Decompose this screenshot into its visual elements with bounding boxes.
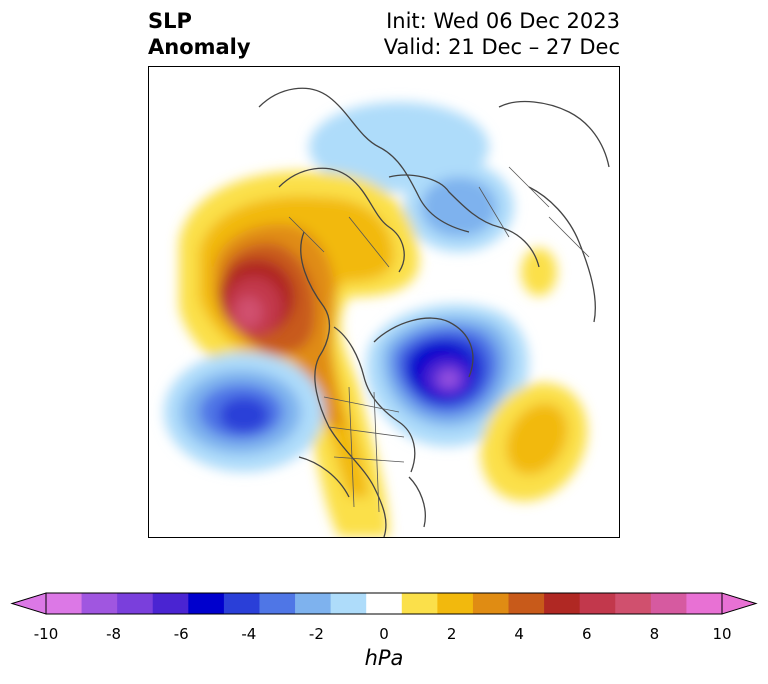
colorbar-segment	[401, 593, 438, 614]
colorbar-segment	[81, 593, 118, 614]
map-canvas	[164, 87, 610, 537]
slp-anomaly-map	[148, 66, 620, 538]
colorbar-tick-label: 4	[514, 625, 524, 643]
colorbar-segment	[188, 593, 225, 614]
forecast-info: Init: Wed 06 Dec 2023 Valid: 21 Dec – 27…	[384, 8, 620, 60]
colorbar-segment	[472, 593, 510, 614]
colorbar-tick-label: -10	[33, 625, 59, 643]
valid-range: Valid: 21 Dec – 27 Dec	[383, 35, 620, 59]
colorbar-unit-label: hPa	[364, 646, 404, 670]
colorbar-segment	[259, 593, 296, 614]
init-date: Init: Wed 06 Dec 2023	[386, 9, 620, 33]
colorbar-segment	[615, 593, 652, 614]
colorbar-frame	[45, 592, 723, 615]
colorbar-segment	[295, 593, 332, 614]
political-boundaries	[288, 166, 590, 513]
colorbar-segment	[650, 593, 687, 614]
colorbar	[10, 590, 758, 624]
colorbar-tick-label: -8	[106, 625, 122, 643]
title-line-2: Anomaly	[148, 35, 251, 59]
colorbar-tick-label: 0	[379, 625, 389, 643]
colorbar-segment	[117, 593, 154, 614]
colorbar-segment	[544, 593, 581, 614]
map-title: SLP Anomaly	[148, 8, 251, 60]
colorbar-segment	[508, 593, 545, 614]
colorbar-tick-label: 2	[446, 625, 457, 643]
colorbar-tick-label: -2	[308, 625, 324, 643]
colorbar-segment	[330, 593, 367, 614]
colorbar-extend-high	[721, 592, 758, 615]
colorbar-tick-label: 8	[649, 625, 660, 643]
colorbar-segment	[46, 593, 83, 614]
colorbar-extend-low	[10, 592, 47, 615]
anomaly-fill	[164, 102, 588, 537]
colorbar-segment	[152, 593, 189, 614]
colorbar-tick-label: -4	[241, 625, 257, 643]
colorbar-segment	[437, 593, 474, 614]
colorbar-segment	[686, 593, 723, 614]
title-line-1: SLP	[148, 9, 192, 33]
colorbar-tick-label: -6	[173, 625, 189, 643]
colorbar-tick-label: 10	[712, 625, 732, 643]
colorbar-segment	[579, 593, 616, 614]
colorbar-segment	[223, 593, 260, 614]
colorbar-graphic	[10, 592, 758, 615]
colorbar-tick-label: 6	[582, 625, 592, 643]
colorbar-segment	[366, 593, 403, 614]
coastlines	[258, 87, 610, 537]
